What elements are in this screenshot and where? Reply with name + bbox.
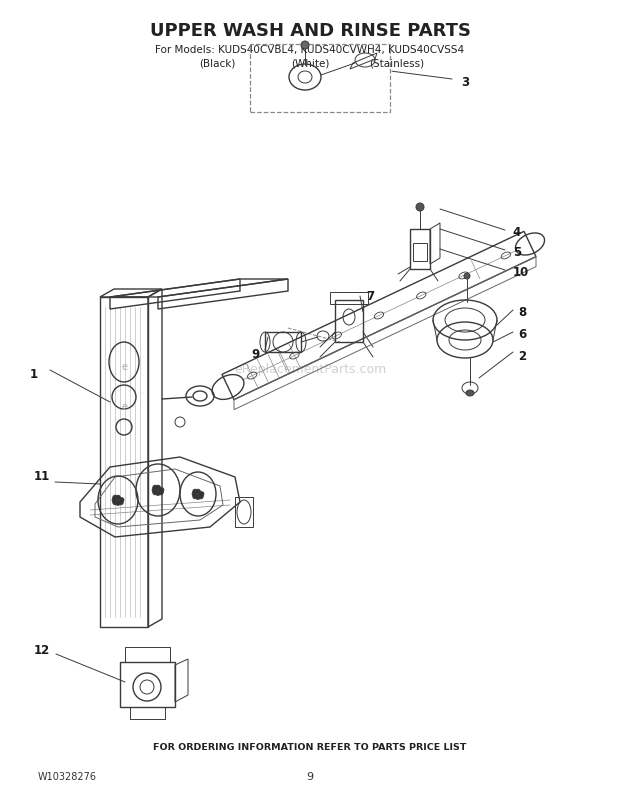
- Text: 5: 5: [513, 245, 521, 258]
- Ellipse shape: [195, 495, 200, 500]
- Text: For Models: KUDS40CVBL4, KUDS40CVWH4, KUDS40CVSS4: For Models: KUDS40CVBL4, KUDS40CVWH4, KU…: [156, 45, 464, 55]
- Ellipse shape: [112, 497, 117, 503]
- Bar: [335, 300, 363, 342]
- Ellipse shape: [464, 273, 470, 279]
- Bar: [250, 44, 390, 112]
- Ellipse shape: [466, 390, 474, 396]
- Ellipse shape: [156, 491, 161, 496]
- Ellipse shape: [119, 497, 124, 503]
- Text: (Black): (Black): [199, 59, 235, 69]
- Text: 3: 3: [461, 75, 469, 88]
- Ellipse shape: [159, 488, 164, 492]
- Ellipse shape: [199, 492, 204, 496]
- Ellipse shape: [115, 500, 120, 505]
- Text: UPPER WASH AND RINSE PARTS: UPPER WASH AND RINSE PARTS: [149, 22, 471, 40]
- Ellipse shape: [416, 203, 424, 211]
- Ellipse shape: [156, 485, 161, 490]
- Text: eReplacementParts.com: eReplacementParts.com: [234, 363, 386, 376]
- Text: 2: 2: [518, 350, 526, 363]
- Ellipse shape: [115, 495, 120, 500]
- Ellipse shape: [158, 490, 163, 495]
- Text: 8: 8: [518, 306, 526, 318]
- Text: 9: 9: [251, 347, 259, 361]
- Ellipse shape: [198, 494, 203, 499]
- Bar: [235, 497, 253, 527]
- Bar: [120, 662, 175, 707]
- Text: 11: 11: [34, 471, 50, 484]
- Text: 7: 7: [366, 290, 374, 303]
- Ellipse shape: [153, 485, 157, 490]
- Ellipse shape: [195, 489, 200, 494]
- Ellipse shape: [152, 488, 157, 492]
- Ellipse shape: [113, 500, 118, 505]
- Text: (Stainless): (Stainless): [370, 59, 424, 69]
- Text: FOR ORDERING INFORMATION REFER TO PARTS PRICE LIST: FOR ORDERING INFORMATION REFER TO PARTS …: [153, 743, 467, 751]
- Ellipse shape: [153, 490, 157, 495]
- Text: e: e: [121, 402, 127, 412]
- Bar: [413, 243, 427, 261]
- Ellipse shape: [192, 492, 197, 496]
- Ellipse shape: [118, 500, 123, 505]
- Text: 4: 4: [513, 225, 521, 238]
- Bar: [330, 292, 368, 304]
- Bar: [125, 647, 170, 662]
- Text: W10328276: W10328276: [38, 772, 97, 782]
- Text: 1: 1: [30, 367, 38, 380]
- Text: 6: 6: [518, 327, 526, 341]
- Text: 10: 10: [513, 265, 529, 278]
- Text: e: e: [121, 362, 127, 372]
- Text: (White): (White): [291, 59, 329, 69]
- Text: 9: 9: [306, 772, 314, 782]
- Text: 12: 12: [34, 643, 50, 657]
- Ellipse shape: [193, 494, 198, 499]
- Ellipse shape: [193, 489, 198, 494]
- Ellipse shape: [113, 495, 118, 500]
- Ellipse shape: [301, 41, 309, 49]
